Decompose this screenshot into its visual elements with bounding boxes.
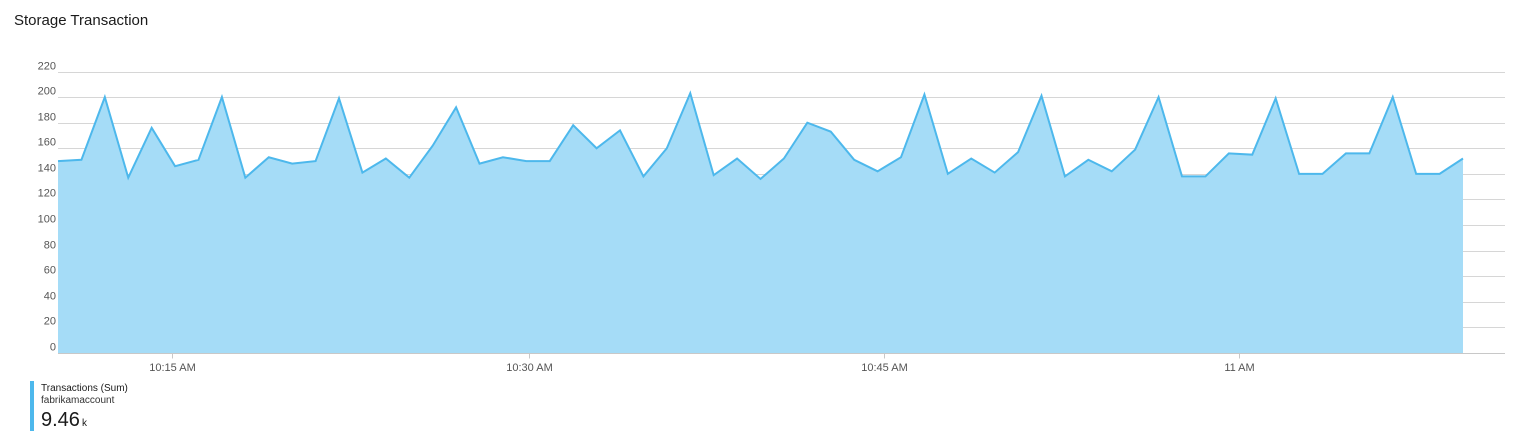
x-axis-ticks: 10:15 AM 10:30 AM 10:45 AM 11 AM — [149, 353, 1255, 374]
x-tick-label: 10:30 AM — [506, 362, 552, 374]
y-tick-label: 0 — [50, 342, 56, 354]
x-tick-label: 10:45 AM — [861, 362, 907, 374]
series-fill — [58, 93, 1463, 353]
series-line[interactable] — [57, 90, 1464, 181]
series-area — [57, 90, 1464, 353]
y-tick-label: 180 — [38, 112, 56, 124]
legend-resource-name: fabrikamaccount — [41, 395, 115, 406]
legend-total-value: 9.46 — [41, 409, 80, 431]
y-tick-label: 60 — [44, 265, 56, 277]
y-tick-label: 40 — [44, 291, 56, 303]
legend-metric-label: Transactions (Sum) — [41, 383, 128, 394]
y-tick-label: 100 — [38, 214, 56, 226]
legend-swatch — [30, 381, 34, 431]
chart-title: Storage Transaction — [14, 12, 149, 29]
y-tick-label: 120 — [38, 188, 56, 200]
y-axis-ticks: 0 20 40 60 80 100 120 140 160 180 200 220 — [38, 61, 56, 354]
legend-total-unit: k — [81, 418, 87, 429]
x-tick-label: 11 AM — [1224, 362, 1254, 374]
y-tick-label: 140 — [38, 163, 56, 175]
y-tick-label: 220 — [38, 61, 56, 73]
y-tick-label: 80 — [44, 240, 56, 252]
x-tick-label: 10:15 AM — [149, 362, 195, 374]
y-tick-label: 200 — [38, 86, 56, 98]
y-tick-label: 20 — [44, 316, 56, 328]
y-tick-label: 160 — [38, 137, 56, 149]
